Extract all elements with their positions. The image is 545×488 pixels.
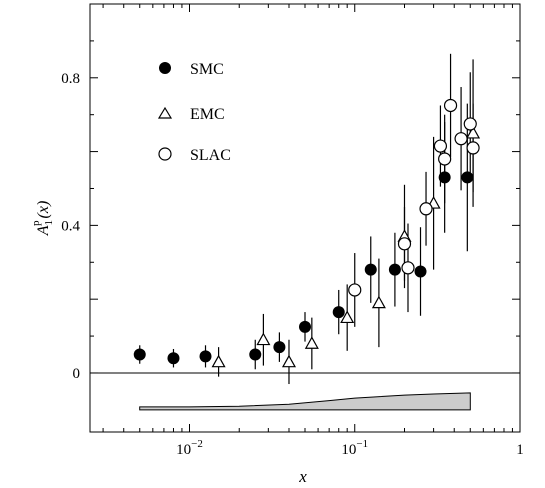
y-label-sub: 1 [43,220,55,226]
legend-marker-emc [157,106,173,119]
data-point-smc [199,350,212,363]
data-point-slac [443,98,458,113]
y-axis-label: A1p(x) [30,201,55,237]
data-point-emc [340,310,355,324]
y-tick-label: 0.8 [61,71,80,87]
data-point-slac [463,117,477,131]
y-label-main: A [35,225,52,236]
x-tick-label: 10−2 [176,438,203,458]
data-point-smc [364,263,377,276]
legend: SMC EMC SLAC [157,61,231,164]
tick-labels: 0 0.4 0.8 10−2 10−1 1 [61,71,524,458]
y-tick-label: 0 [73,366,81,382]
data-point-smc [438,171,451,184]
data-point-slac [419,202,433,216]
data-point-smc [167,352,180,365]
x-axis-label: x [298,467,307,486]
y-label-sup: p [30,220,42,226]
legend-label-smc: SMC [190,61,224,78]
data-point-smc [332,306,345,319]
data-point-emc [256,332,271,346]
data-point-emc [304,336,319,349]
data-point-emc [211,354,226,368]
plot-frame [89,3,521,433]
error-bars-layer [139,53,474,385]
data-point-smc [133,348,146,361]
data-point-smc [273,341,286,354]
data-point-slac [401,261,415,275]
data-point-emc [371,295,386,309]
data-point-smc [414,265,427,278]
data-point-slac [466,141,480,155]
data-point-slac [454,132,468,146]
legend-marker-slac [158,147,172,161]
data-point-smc [249,348,262,361]
legend-label-slac: SLAC [190,147,231,164]
data-point-smc [461,171,474,184]
data-point-smc [388,263,401,276]
data-point-smc [299,320,311,333]
x-tick-label: 10−1 [341,438,368,458]
data-point-slac [433,139,448,153]
data-point-slac [438,152,452,166]
legend-marker-smc [159,62,171,74]
data-point-emc [466,125,481,139]
svg-text:A1p(x): A1p(x) [30,201,55,237]
data-point-slac [348,283,362,297]
x-tick-label: 1 [516,442,524,458]
data-point-slac [397,237,412,251]
legend-label-emc: EMC [190,106,225,123]
y-tick-label: 0.4 [61,218,80,234]
systematic-band-layer [139,392,471,411]
y-label-arg: (x) [35,201,52,219]
data-point-emc [281,354,297,368]
systematic-error-band [139,392,471,411]
markers-layer [133,98,481,368]
ticks-layer [90,4,521,432]
